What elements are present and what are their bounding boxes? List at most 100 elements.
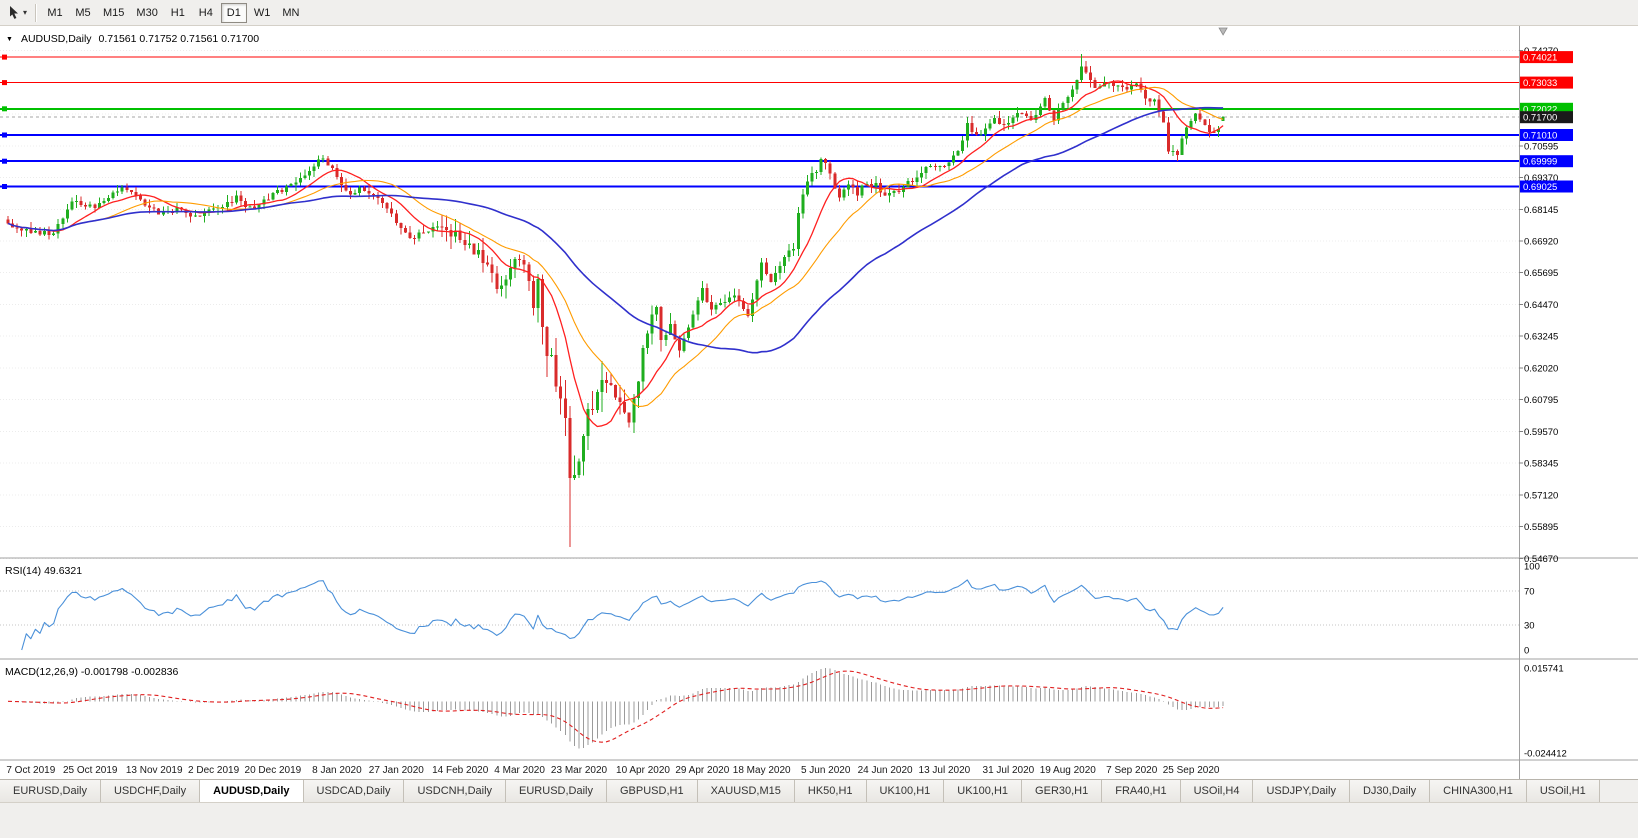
svg-text:18 May 2020: 18 May 2020: [733, 765, 791, 776]
svg-text:0.73033: 0.73033: [1523, 78, 1557, 89]
svg-text:0.71700: 0.71700: [1523, 113, 1557, 124]
svg-text:0: 0: [1524, 646, 1529, 657]
tab-uk100-h1[interactable]: UK100,H1: [944, 780, 1023, 802]
tab-gbpusd-h1[interactable]: GBPUSD,H1: [607, 780, 698, 802]
timeframe-button-h4[interactable]: H4: [193, 3, 219, 23]
tab-audusd-daily[interactable]: AUDUSD,Daily: [200, 780, 304, 802]
chart-canvas[interactable]: 0.742700.705950.693700.681450.669200.656…: [0, 26, 1638, 779]
tab-fra40-h1[interactable]: FRA40,H1: [1102, 780, 1181, 802]
dropdown-caret-icon: ▾: [23, 8, 28, 17]
timeframe-button-mn[interactable]: MN: [277, 3, 304, 23]
price-gridlines: [0, 50, 1519, 559]
tab-eurusd-daily[interactable]: EURUSD,Daily: [0, 780, 101, 802]
timeframe-button-m5[interactable]: M5: [70, 3, 96, 23]
svg-text:0.60795: 0.60795: [1524, 395, 1558, 406]
collapse-arrow-icon[interactable]: ▼: [6, 35, 13, 43]
tab-ger30-h1[interactable]: GER30,H1: [1022, 780, 1103, 802]
svg-text:0.71010: 0.71010: [1523, 131, 1557, 142]
timeframe-button-m1[interactable]: M1: [42, 3, 68, 23]
svg-text:0.74021: 0.74021: [1523, 53, 1557, 64]
tab-usoil-h1[interactable]: USOil,H1: [1526, 780, 1600, 802]
status-bar: [0, 802, 1638, 838]
svg-text:70: 70: [1524, 587, 1535, 598]
panel-separators: [0, 26, 1638, 779]
chart-ohlc-header: ▼ AUDUSD,Daily 0.71561 0.71752 0.71561 0…: [6, 33, 259, 45]
chart-shift-marker: [1218, 27, 1228, 36]
svg-text:0.70595: 0.70595: [1524, 141, 1558, 152]
svg-text:14 Feb 2020: 14 Feb 2020: [432, 765, 489, 776]
timeframe-button-m30[interactable]: M30: [131, 3, 162, 23]
price-axis-badges: 0.74021 0.73033 0.72022 0.71010 0.69999 0.690…: [1520, 51, 1573, 193]
svg-text:0.55895: 0.55895: [1524, 522, 1558, 533]
macd-indicator-header: MACD(12,26,9) -0.001798 -0.002836: [5, 666, 178, 678]
svg-text:4 Mar 2020: 4 Mar 2020: [494, 765, 545, 776]
svg-text:100: 100: [1524, 562, 1540, 573]
moving-averages: [7, 80, 1224, 428]
svg-text:-0.024412: -0.024412: [1524, 749, 1567, 760]
svg-text:25 Sep 2020: 25 Sep 2020: [1163, 765, 1220, 776]
svg-text:0.54670: 0.54670: [1524, 554, 1558, 565]
timeframe-button-w1[interactable]: W1: [249, 3, 276, 23]
svg-text:0.015741: 0.015741: [1524, 664, 1564, 675]
svg-text:0.72022: 0.72022: [1523, 104, 1557, 115]
svg-text:5 Jun 2020: 5 Jun 2020: [801, 765, 851, 776]
tab-uk100-h1[interactable]: UK100,H1: [866, 780, 945, 802]
rsi-indicator-header: RSI(14) 49.6321: [5, 565, 82, 577]
svg-text:7 Sep 2020: 7 Sep 2020: [1106, 765, 1158, 776]
horizontal-level-lines: [0, 54, 1519, 189]
top-toolbar: ▾ M1 M5 M15 M30 H1 H4 D1 W1 MN: [0, 0, 1638, 26]
svg-text:0.62020: 0.62020: [1524, 363, 1558, 374]
toolbar-separator: [35, 3, 37, 22]
date-axis: 7 Oct 2019 25 Oct 2019 13 Nov 2019 2 Dec 20…: [6, 765, 1220, 776]
rsi-panel: 100 70 30 0: [0, 562, 1540, 657]
chart-tab-bar: EURUSD,Daily USDCHF,Daily AUDUSD,Daily USDC…: [0, 779, 1638, 802]
tab-eurusd-daily[interactable]: EURUSD,Daily: [506, 780, 607, 802]
svg-text:0.66920: 0.66920: [1524, 237, 1558, 248]
svg-text:0.58345: 0.58345: [1524, 459, 1558, 470]
rsi-label: RSI(14) 49.6321: [5, 565, 83, 577]
svg-text:31 Jul 2020: 31 Jul 2020: [983, 765, 1035, 776]
timeframe-button-group: M1 M5 M15 M30 H1 H4 D1 W1 MN: [41, 2, 305, 23]
svg-text:10 Apr 2020: 10 Apr 2020: [616, 765, 670, 776]
svg-text:27 Jan 2020: 27 Jan 2020: [369, 765, 424, 776]
svg-text:29 Apr 2020: 29 Apr 2020: [675, 765, 729, 776]
chart-window: 0.742700.705950.693700.681450.669200.656…: [0, 26, 1638, 779]
candlesticks: [6, 54, 1225, 548]
chart-symbol-label: AUDUSD,Daily: [20, 33, 92, 45]
svg-text:0.57120: 0.57120: [1524, 490, 1558, 501]
tab-china300-h1[interactable]: CHINA300,H1: [1430, 780, 1527, 802]
svg-text:0.69370: 0.69370: [1524, 173, 1558, 184]
tab-usdjpy-daily[interactable]: USDJPY,Daily: [1253, 780, 1350, 802]
svg-text:13 Nov 2019: 13 Nov 2019: [126, 765, 183, 776]
svg-text:30: 30: [1524, 620, 1535, 631]
svg-text:8 Jan 2020: 8 Jan 2020: [312, 765, 362, 776]
svg-text:19 Aug 2020: 19 Aug 2020: [1040, 765, 1097, 776]
tab-usdchf-daily[interactable]: USDCHF,Daily: [100, 780, 201, 802]
tab-usdcad-daily[interactable]: USDCAD,Daily: [303, 780, 405, 802]
svg-text:0.64470: 0.64470: [1524, 300, 1558, 311]
svg-text:0.65695: 0.65695: [1524, 268, 1558, 279]
tab-xauusd-m15[interactable]: XAUUSD,M15: [697, 780, 795, 802]
svg-text:2 Dec 2019: 2 Dec 2019: [188, 765, 240, 776]
svg-text:7 Oct 2019: 7 Oct 2019: [6, 765, 55, 776]
svg-text:23 Mar 2020: 23 Mar 2020: [551, 765, 608, 776]
svg-text:0.69999: 0.69999: [1523, 157, 1557, 168]
macd-label: MACD(12,26,9) -0.001798 -0.002836: [5, 666, 179, 678]
tab-usdcnh-daily[interactable]: USDCNH,Daily: [404, 780, 507, 802]
svg-text:0.68145: 0.68145: [1524, 205, 1558, 216]
timeframe-button-d1[interactable]: D1: [220, 2, 247, 23]
timeframe-button-m15[interactable]: M15: [98, 3, 129, 23]
svg-text:0.69025: 0.69025: [1523, 182, 1557, 193]
price-axis: 0.742700.705950.693700.681450.669200.656…: [1519, 46, 1558, 565]
timeframe-button-h1[interactable]: H1: [165, 3, 191, 23]
svg-text:20 Dec 2019: 20 Dec 2019: [245, 765, 302, 776]
chart-ohlc-values: 0.71561 0.71752 0.71561 0.71700: [98, 33, 260, 45]
svg-text:13 Jul 2020: 13 Jul 2020: [919, 765, 971, 776]
tab-hk50-h1[interactable]: HK50,H1: [794, 780, 867, 802]
tab-dj30-daily[interactable]: DJ30,Daily: [1349, 780, 1431, 802]
svg-text:0.59570: 0.59570: [1524, 427, 1558, 438]
chart-mode-tool[interactable]: ▾: [4, 2, 30, 24]
macd-panel: 0.015741 -0.024412: [7, 664, 1567, 760]
tab-usoil-h4[interactable]: USOil,H4: [1180, 780, 1254, 802]
svg-text:25 Oct 2019: 25 Oct 2019: [63, 765, 118, 776]
